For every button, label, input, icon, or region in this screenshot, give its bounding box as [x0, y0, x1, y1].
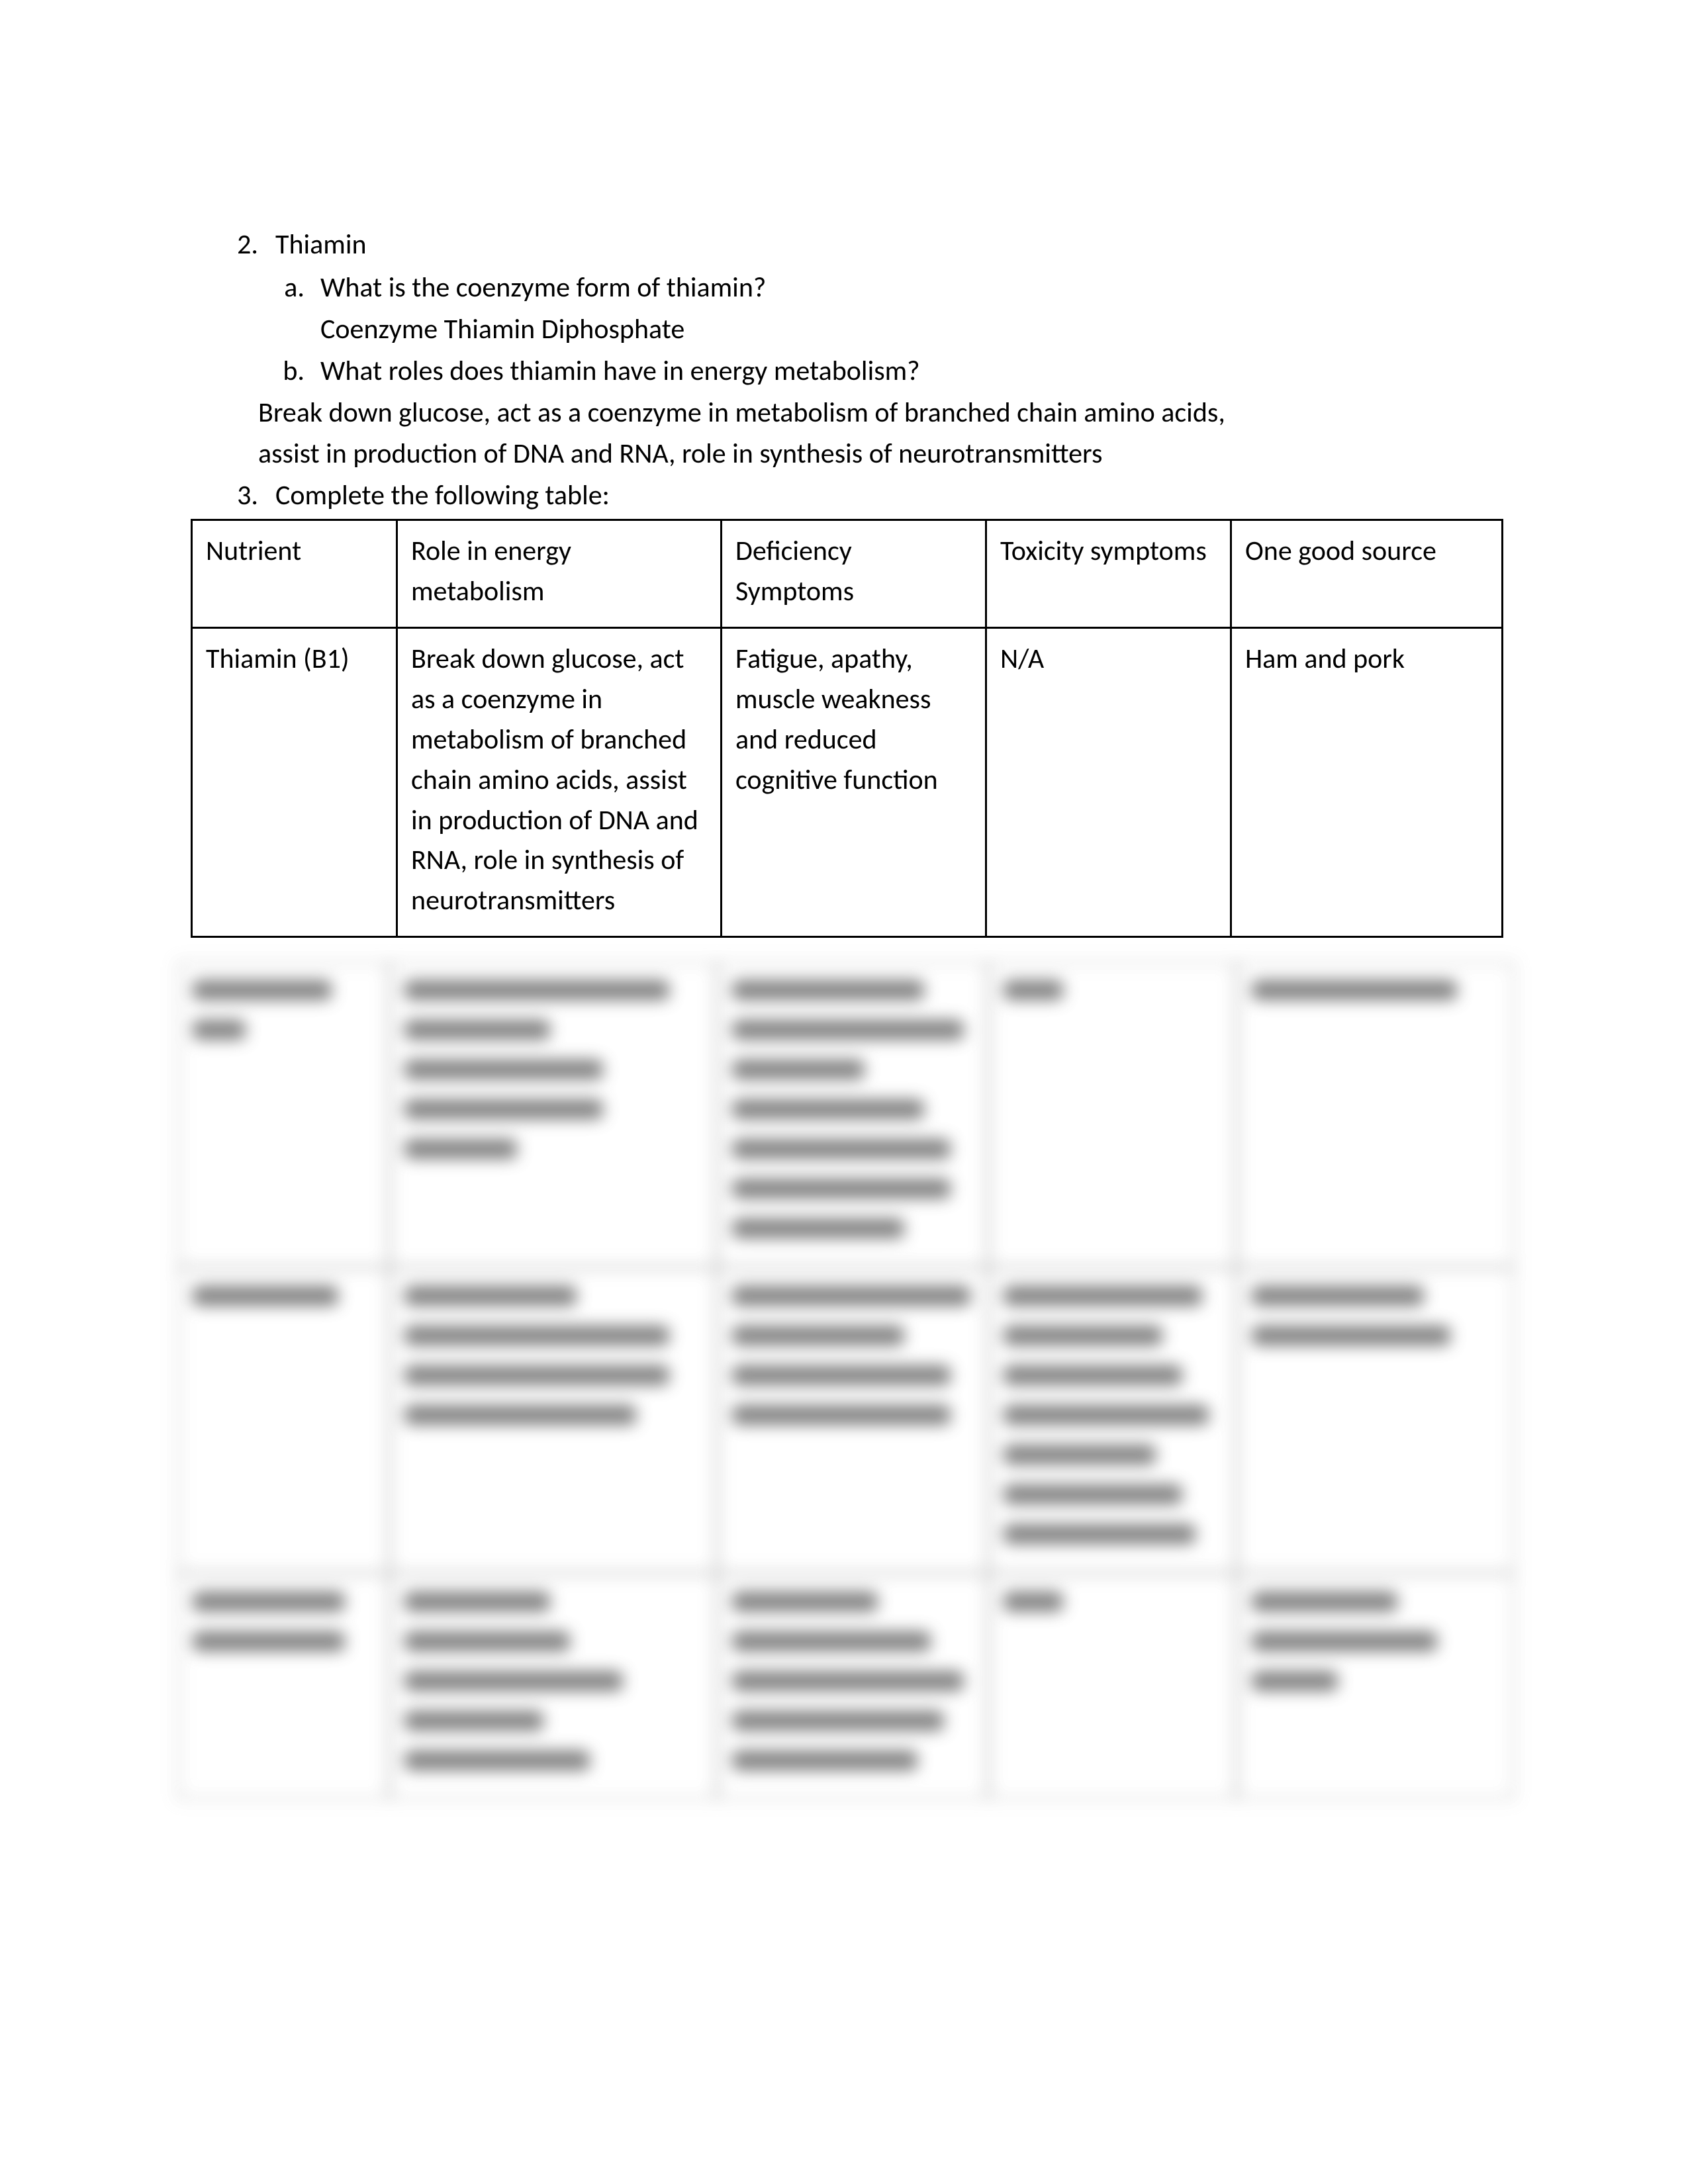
list-item-2: 2. Thiamin — [192, 225, 1496, 265]
cell-nutrient: Thiamin (B1) — [192, 628, 397, 937]
cell-toxicity: N/A — [986, 628, 1231, 937]
col-nutrient: Nutrient — [192, 520, 397, 628]
list-number: 3. — [192, 476, 275, 516]
document-page: 2. Thiamin a. What is the coenzyme form … — [0, 0, 1688, 1799]
table-header-row: Nutrient Role in energy metabolism Defic… — [192, 520, 1503, 628]
sub-item-2b: b. What roles does thiamin have in energ… — [258, 351, 1496, 392]
table-row: Thiamin (B1) Break down glucose, act as … — [192, 628, 1503, 937]
col-toxicity: Toxicity symptoms — [986, 520, 1231, 628]
cell-source: Ham and pork — [1231, 628, 1503, 937]
sub-question-2b: What roles does thiamin have in energy m… — [320, 351, 1496, 392]
list-item-3: 3. Complete the following table: — [192, 476, 1496, 516]
answer-2b-line2: assist in production of DNA and RNA, rol… — [258, 434, 1496, 475]
nutrient-table: Nutrient Role in energy metabolism Defic… — [191, 519, 1503, 938]
col-source: One good source — [1231, 520, 1503, 628]
cell-deficiency: Fatigue, apathy, muscle weakness and red… — [722, 628, 986, 937]
sub-letter: b. — [258, 351, 320, 392]
blurred-preview — [192, 962, 1496, 1799]
list-item-2-title: Thiamin — [275, 225, 1496, 265]
table-row — [177, 1267, 1515, 1573]
col-deficiency: Deficiency Symptoms — [722, 520, 986, 628]
cell-role: Break down glucose, act as a coenzyme in… — [397, 628, 722, 937]
list-item-3-title: Complete the following table: — [275, 476, 1496, 516]
list-number: 2. — [192, 225, 275, 265]
sub-letter: a. — [258, 268, 320, 308]
blurred-table — [177, 962, 1515, 1799]
col-role: Role in energy metabolism — [397, 520, 722, 628]
answer-2b-line1: Break down glucose, act as a coenzyme in… — [258, 393, 1496, 433]
sub-question-2a: What is the coenzyme form of thiamin? — [320, 268, 1496, 308]
sub-item-2a: a. What is the coenzyme form of thiamin? — [258, 268, 1496, 308]
answer-2a: Coenzyme Thiamin Diphosphate — [320, 310, 1496, 350]
table-row — [177, 962, 1515, 1267]
table-row — [177, 1573, 1515, 1799]
